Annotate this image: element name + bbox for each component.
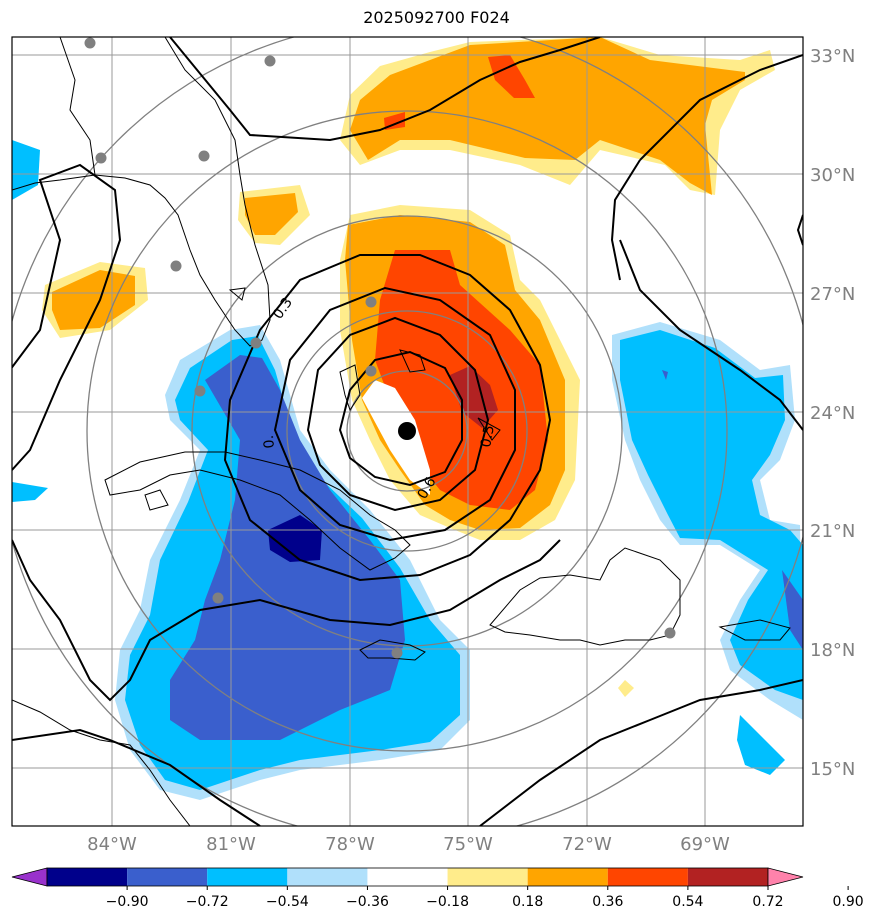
lat-label: 30°N xyxy=(810,165,855,186)
colorbar-cell xyxy=(687,868,768,886)
lon-label: 78°W xyxy=(325,834,375,855)
negative-anomaly-cuba-jamaica xyxy=(115,325,470,800)
colorbar-cell xyxy=(447,868,528,886)
station-marker xyxy=(84,37,96,49)
lat-label: 33°N xyxy=(810,46,855,67)
lon-label: 75°W xyxy=(443,834,493,855)
station-markers xyxy=(84,37,676,659)
positive-anomaly-bahamas xyxy=(340,205,580,540)
colorbar-extend-high xyxy=(767,867,804,887)
lat-label: 27°N xyxy=(810,284,855,305)
colorbar-tick-label: −0.90 xyxy=(106,894,149,910)
colorbar-extend-low xyxy=(11,867,48,887)
lat-label: 15°N xyxy=(810,759,855,780)
storm-center-marker xyxy=(398,422,416,440)
colorbar-tick-label: 0.72 xyxy=(752,894,783,910)
contour-label: 0.3 xyxy=(270,295,296,322)
lat-label: 18°N xyxy=(810,640,855,661)
colorbar-tick-label: 0.54 xyxy=(672,894,703,910)
contour-label: 0.5 xyxy=(478,424,498,449)
colorbar-tick-label: 0.18 xyxy=(512,894,543,910)
station-marker xyxy=(391,647,403,659)
latitude-labels: 33°N 30°N 27°N 24°N 21°N 18°N 15°N xyxy=(810,46,855,780)
station-marker xyxy=(95,152,107,164)
colorbar-tick-label: 0.36 xyxy=(592,894,623,910)
station-marker xyxy=(664,627,676,639)
colorbar-cell xyxy=(607,868,688,886)
map-area: 0.3 0.6 0.5 0. xyxy=(12,37,803,826)
map-title: 2025092700 F024 xyxy=(363,8,510,27)
station-marker xyxy=(198,150,210,162)
lat-label: 21°N xyxy=(810,521,855,542)
colorbar-cell xyxy=(127,868,208,886)
colorbar-cell xyxy=(207,868,288,886)
positive-anomaly-north xyxy=(340,37,775,195)
colorbar-tick-label: −0.36 xyxy=(346,894,389,910)
contour-lines xyxy=(12,37,803,826)
colorbar-tick-label: −0.72 xyxy=(186,894,229,910)
colorbar-tick-label: −0.18 xyxy=(426,894,469,910)
colorbar: −0.90 −0.72 −0.54 −0.36 −0.18 0.18 0.36 0.54 0.7… xyxy=(11,867,864,910)
colorbar-cell xyxy=(47,868,128,886)
colorbar-cells xyxy=(46,867,769,887)
contour-label: 0. xyxy=(261,434,278,449)
station-marker xyxy=(365,365,377,377)
station-marker xyxy=(365,296,377,308)
station-marker xyxy=(264,55,276,67)
negative-anomaly-small xyxy=(12,140,785,775)
map-frame xyxy=(11,36,804,827)
station-marker xyxy=(212,592,224,604)
station-marker xyxy=(170,260,182,272)
lon-label: 69°W xyxy=(680,834,730,855)
colorbar-cell xyxy=(287,868,368,886)
station-marker xyxy=(250,337,262,349)
range-rings xyxy=(12,37,803,826)
colorbar-tick-label: −0.54 xyxy=(266,894,309,910)
longitude-labels: 84°W 81°W 78°W 75°W 72°W 69°W xyxy=(87,834,730,855)
negative-anomaly-east xyxy=(612,322,803,720)
station-marker xyxy=(194,385,206,397)
positive-anomaly-florida xyxy=(238,185,310,245)
lon-label: 72°W xyxy=(562,834,612,855)
lon-label: 84°W xyxy=(87,834,137,855)
lat-label: 24°N xyxy=(810,403,855,424)
positive-anomaly-gulf xyxy=(42,262,148,338)
colorbar-cell xyxy=(367,868,448,886)
lon-label: 81°W xyxy=(206,834,256,855)
colorbar-tick-label: 0.90 xyxy=(833,894,864,910)
colorbar-tick-labels: −0.90 −0.72 −0.54 −0.36 −0.18 0.18 0.36 0.54 0.7… xyxy=(106,886,864,910)
colorbar-cell xyxy=(527,868,608,886)
